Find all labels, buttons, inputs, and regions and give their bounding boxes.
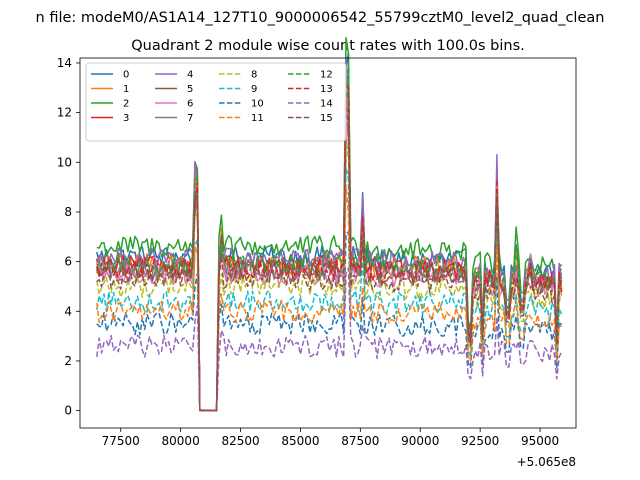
x-offset-text: +5.065e8 <box>517 455 576 469</box>
x-tick-label: 85000 <box>281 434 319 448</box>
legend-label-8: 8 <box>251 70 257 81</box>
legend-label-9: 9 <box>251 84 257 95</box>
series-line-11 <box>96 184 562 412</box>
legend-label-14: 14 <box>320 99 333 110</box>
plot-frame <box>79 57 577 429</box>
legend-label-10: 10 <box>251 99 264 110</box>
y-tick-label: 2 <box>64 354 72 368</box>
chart-title: Quadrant 2 module wise count rates with … <box>131 38 525 54</box>
x-tick-label: 77500 <box>102 434 140 448</box>
x-tick-label: 92500 <box>461 434 499 448</box>
series-line-13 <box>96 81 563 412</box>
y-tick-label: 14 <box>57 56 72 70</box>
legend-label-15: 15 <box>320 113 333 124</box>
legend-label-12: 12 <box>320 70 333 81</box>
legend-label-6: 6 <box>187 99 193 110</box>
legend-label-11: 11 <box>251 113 264 124</box>
x-tick-label: 82500 <box>221 434 259 448</box>
series-layer <box>96 36 563 412</box>
legend-label-5: 5 <box>187 84 193 95</box>
series-line-15 <box>96 98 563 412</box>
y-tick-label: 0 <box>64 404 72 418</box>
legend-label-0: 0 <box>123 70 129 81</box>
series-line-14 <box>96 267 563 412</box>
x-tick-label: 80000 <box>162 434 200 448</box>
y-tick-label: 8 <box>64 205 72 219</box>
legend-label-13: 13 <box>320 84 333 95</box>
y-tick-label: 10 <box>57 155 72 169</box>
x-tick-label: 90000 <box>401 434 439 448</box>
series-line-7 <box>96 89 563 412</box>
figure-suptitle: n file: modeM0/AS1A14_127T10_9000006542_… <box>36 10 605 26</box>
axes-layer: 77500 80000 82500 85000 87500 90000 92500 95000… <box>57 56 577 448</box>
x-tick-label: 95000 <box>521 434 559 448</box>
legend-label-7: 7 <box>187 113 193 124</box>
y-tick-label: 12 <box>57 106 72 120</box>
legend-label-2: 2 <box>123 99 129 110</box>
legend-label-1: 1 <box>123 84 129 95</box>
y-tick-label: 6 <box>64 255 72 269</box>
y-tick-label: 4 <box>64 304 72 318</box>
legend-box <box>85 62 347 142</box>
series-line-9 <box>96 166 563 412</box>
legend-label-4: 4 <box>187 70 193 81</box>
x-tick-label: 87500 <box>341 434 379 448</box>
legend-label-3: 3 <box>123 113 129 124</box>
